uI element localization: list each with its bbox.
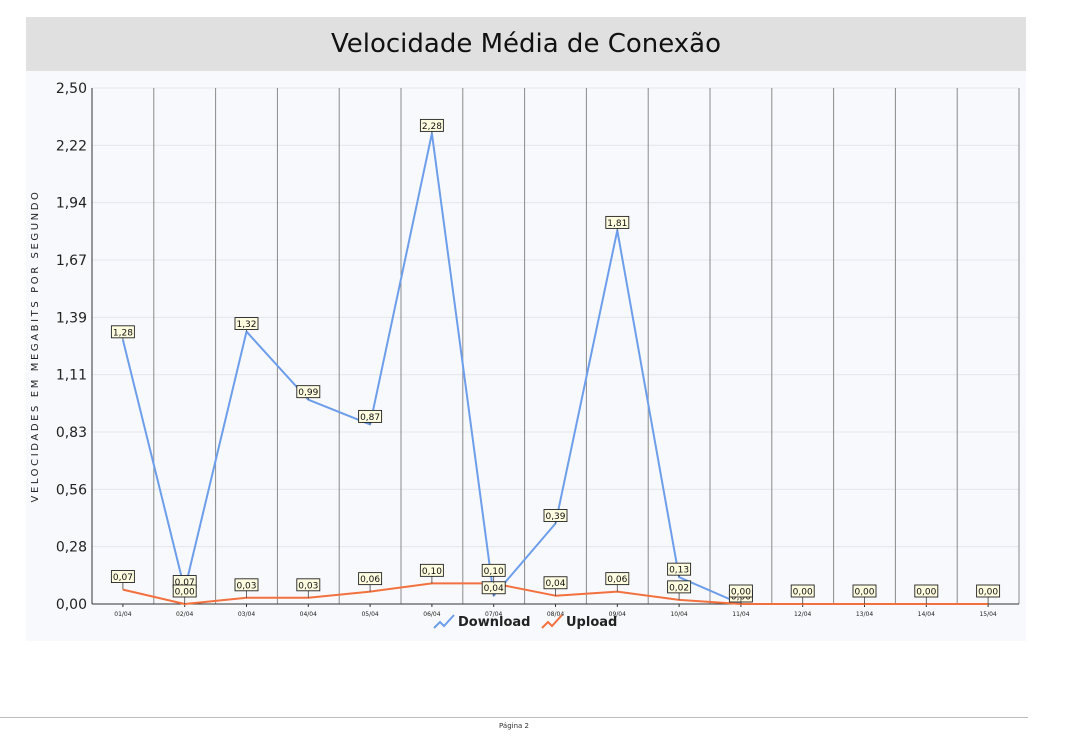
legend-label-download: Download [458, 615, 530, 630]
x-tick-label: 02/04 [176, 611, 193, 618]
data-label-box [234, 578, 259, 592]
data-label: 0,10 [484, 567, 504, 577]
x-tick-label: 09/04 [609, 611, 626, 618]
page-number: Página 2 [499, 722, 529, 730]
data-label-box [296, 578, 321, 592]
data-label-box [110, 325, 135, 339]
data-label-box [667, 562, 692, 576]
data-label: 0,00 [793, 588, 813, 598]
data-label-box [543, 576, 568, 590]
y-tick-label: 0,83 [56, 425, 87, 441]
y-tick-label: 1,11 [56, 368, 87, 384]
y-axis-label: VELOCIDADES EM MEGABITS POR SEGUNDO [30, 189, 41, 502]
data-label: 1,81 [607, 219, 627, 229]
data-label: 0,03 [236, 581, 256, 591]
data-label-box [605, 215, 630, 229]
footer-divider [0, 717, 1028, 718]
data-label: 0,04 [484, 584, 504, 594]
y-tick-label: 2,22 [56, 138, 87, 154]
x-tick-label: 11/04 [732, 611, 749, 618]
data-label-box [234, 317, 259, 331]
data-label-box [728, 584, 753, 598]
data-label: 2,28 [422, 122, 442, 132]
legend-swatch-download [433, 614, 455, 629]
y-tick-label: 0,28 [56, 540, 87, 556]
x-tick-label: 14/04 [918, 611, 935, 618]
data-label-box [481, 563, 506, 577]
x-tick-label: 15/04 [979, 611, 996, 618]
data-label: 0,07 [175, 578, 195, 588]
y-tick-label: 1,94 [56, 196, 87, 212]
data-label: 0,10 [422, 567, 442, 577]
data-label-box [419, 118, 444, 132]
data-label: 0,03 [298, 581, 318, 591]
data-label: 1,32 [236, 320, 256, 330]
chart-panel: 0,00 0,28 0,56 0,83 1,11 1,39 1,67 1,94 2,22 2,50… [26, 71, 1026, 641]
data-label: 0,02 [669, 583, 689, 593]
data-label: 0,00 [916, 588, 936, 598]
data-label: 0,06 [607, 575, 627, 585]
data-label-box [605, 572, 630, 586]
x-tick-label: 12/04 [794, 611, 811, 618]
data-label: 0,07 [113, 573, 133, 583]
y-tick-label: 0,00 [56, 597, 87, 613]
data-label: 1,28 [113, 328, 133, 338]
x-tick-label: 05/04 [361, 611, 378, 618]
y-tick-label: 1,67 [56, 253, 87, 269]
x-tick-label: 01/04 [114, 611, 131, 618]
data-label-box [358, 572, 383, 586]
legend-label-upload: Upload [566, 615, 617, 630]
x-tick-label: 13/04 [856, 611, 873, 618]
x-tick-label: 10/04 [670, 611, 687, 618]
data-label-box [172, 584, 197, 598]
data-label-box [358, 409, 383, 423]
data-label-box [852, 584, 877, 598]
data-label: 0,06 [360, 575, 380, 585]
x-tick-label: 08/04 [547, 611, 564, 618]
line-chart: 0,00 0,28 0,56 0,83 1,11 1,39 1,67 1,94 2,22 2,50… [30, 81, 1020, 630]
data-label-box [296, 385, 321, 399]
data-label: 0,00 [854, 588, 874, 598]
data-label-box [914, 584, 939, 598]
data-label: 0,00 [978, 588, 998, 598]
data-label-box [667, 580, 692, 594]
x-tick-label: 04/04 [300, 611, 317, 618]
legend-swatch-upload [541, 614, 563, 629]
y-tick-label: 0,56 [56, 482, 87, 498]
data-label: 0,13 [669, 566, 689, 576]
data-label-box [790, 584, 815, 598]
x-tick-label: 03/04 [238, 611, 255, 618]
x-tick-label: 07/04 [485, 611, 502, 618]
plot-area [92, 88, 1019, 604]
data-label-box [110, 570, 135, 584]
data-label-box [976, 584, 1001, 598]
data-label-box [419, 563, 444, 577]
y-tick-label: 1,39 [56, 310, 87, 326]
data-label: 0,04 [545, 579, 565, 589]
chart-title-bar: Velocidade Média de Conexão [26, 17, 1026, 71]
y-tick-label: 2,50 [56, 81, 87, 97]
data-label: 0,00 [175, 588, 195, 598]
data-label: 0,99 [298, 388, 318, 398]
chart-title: Velocidade Média de Conexão [330, 29, 722, 59]
data-label: 0,00 [731, 588, 751, 598]
data-label: 0,39 [545, 512, 565, 522]
x-tick-label: 06/04 [423, 611, 440, 618]
data-label-box [543, 509, 568, 522]
data-label: 0,87 [360, 413, 380, 423]
